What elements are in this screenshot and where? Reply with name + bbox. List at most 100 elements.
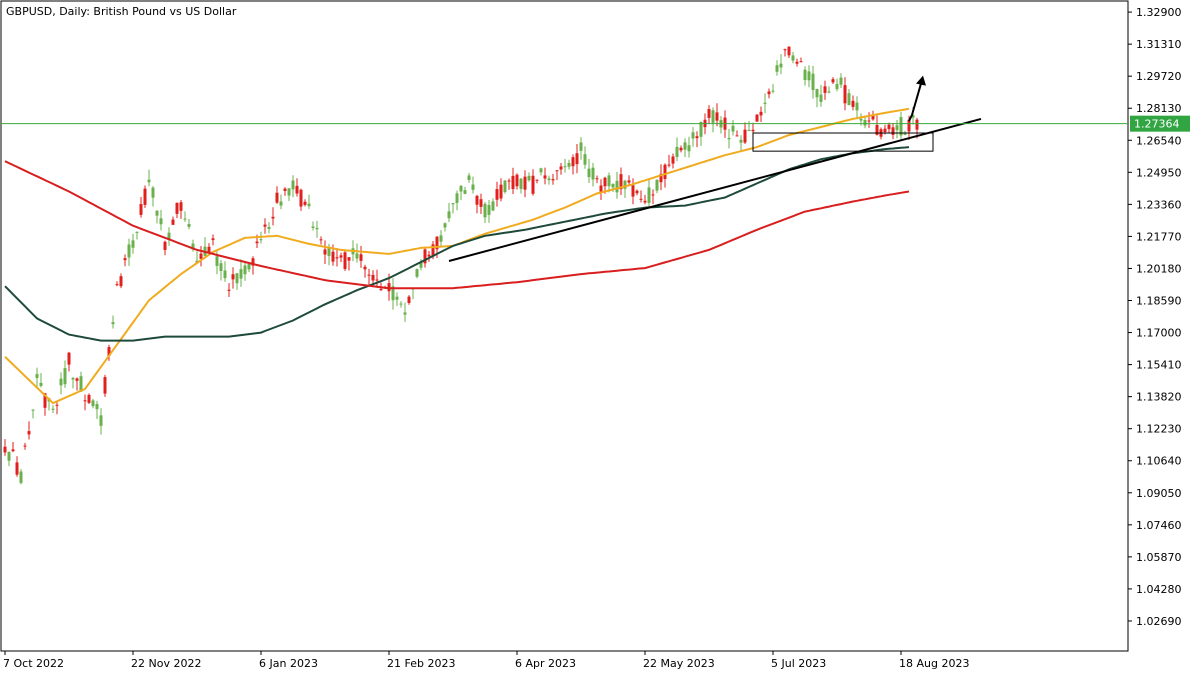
- candle: [31, 409, 35, 419]
- candle: [95, 400, 99, 419]
- candle: [347, 257, 351, 271]
- candle-body: [571, 157, 575, 167]
- candle: [155, 210, 159, 224]
- candle-body: [147, 179, 151, 183]
- candle-body: [663, 164, 667, 179]
- candle: [11, 441, 15, 453]
- candle-body: [483, 203, 487, 218]
- moving-averages: [4, 107, 910, 405]
- candle: [675, 137, 679, 162]
- candle-body: [807, 71, 811, 81]
- candle-body: [71, 378, 75, 380]
- candle: [427, 251, 431, 262]
- candle-body: [579, 142, 583, 151]
- candle-body: [187, 224, 191, 227]
- candle: [83, 394, 87, 411]
- candle: [315, 220, 319, 238]
- candle-body: [811, 73, 815, 91]
- candle-body: [631, 185, 635, 197]
- candle: [19, 469, 23, 485]
- candle-body: [911, 115, 915, 118]
- candle-body: [91, 400, 95, 407]
- candle: [639, 190, 643, 203]
- candle-body: [563, 166, 567, 168]
- candle: [839, 73, 843, 88]
- candle: [607, 172, 611, 193]
- candle: [519, 177, 523, 194]
- candle-body: [471, 184, 475, 190]
- candle: [63, 360, 67, 388]
- candle-body: [543, 175, 547, 179]
- candle: [363, 264, 367, 278]
- candle: [367, 268, 371, 285]
- candle-body: [287, 188, 291, 196]
- x-tick-label: 18 Aug 2023: [899, 657, 969, 670]
- candle: [59, 372, 63, 395]
- candle-body: [295, 185, 299, 194]
- candle: [763, 93, 767, 114]
- y-tick-label: 1.26540: [1136, 134, 1182, 147]
- candle: [131, 233, 135, 254]
- candle-body: [251, 258, 255, 266]
- candle-body: [139, 204, 143, 215]
- candle-body: [31, 409, 35, 411]
- candle-body: [539, 168, 543, 173]
- candle-body: [487, 204, 491, 215]
- candle-body: [247, 263, 251, 270]
- candle-body: [99, 415, 103, 426]
- candle-body: [839, 77, 843, 85]
- candle-body: [675, 146, 679, 157]
- candle-body: [375, 279, 379, 281]
- candle-body: [127, 244, 131, 258]
- support-zone-box: [752, 132, 934, 152]
- candle: [339, 252, 343, 263]
- candle: [563, 158, 567, 173]
- candle: [715, 103, 719, 127]
- candle-body: [431, 244, 435, 257]
- candle-body: [767, 91, 771, 95]
- arrow-head: [916, 75, 926, 86]
- candle-body: [35, 374, 39, 378]
- candle-body: [323, 249, 327, 255]
- candle: [787, 46, 791, 58]
- candle-body: [711, 110, 715, 123]
- candle-body: [359, 254, 363, 261]
- candle: [447, 202, 451, 223]
- candle: [467, 172, 471, 183]
- candle: [651, 189, 655, 205]
- candle-body: [519, 178, 523, 189]
- candle-body: [575, 153, 579, 165]
- candle-body: [847, 93, 851, 105]
- candle-body: [171, 219, 175, 225]
- candle: [847, 89, 851, 106]
- moving-average-line: [4, 160, 910, 290]
- candle-body: [599, 185, 603, 192]
- candle-body: [447, 211, 451, 219]
- candle: [171, 216, 175, 225]
- candle: [311, 221, 315, 231]
- candle-body: [363, 266, 367, 270]
- candle: [543, 167, 547, 185]
- candle: [235, 273, 239, 290]
- candle: [283, 187, 287, 196]
- candle-body: [11, 449, 15, 452]
- candle: [143, 185, 147, 208]
- candle-body: [335, 257, 339, 259]
- candle-body: [883, 128, 887, 133]
- candle-body: [787, 46, 791, 56]
- candle: [671, 153, 675, 169]
- candle: [595, 175, 599, 184]
- candle-body: [515, 174, 519, 187]
- candle-body: [379, 288, 383, 291]
- candle-body: [403, 312, 407, 315]
- candle-body: [851, 100, 855, 107]
- candle-body: [527, 175, 531, 181]
- candle-body: [291, 180, 295, 190]
- candle: [899, 111, 903, 142]
- candle-body: [175, 202, 179, 214]
- y-tick-label: 1.13820: [1136, 391, 1182, 404]
- candle: [199, 246, 203, 267]
- candle: [335, 248, 339, 267]
- candle: [531, 169, 535, 196]
- candle-body: [135, 231, 139, 233]
